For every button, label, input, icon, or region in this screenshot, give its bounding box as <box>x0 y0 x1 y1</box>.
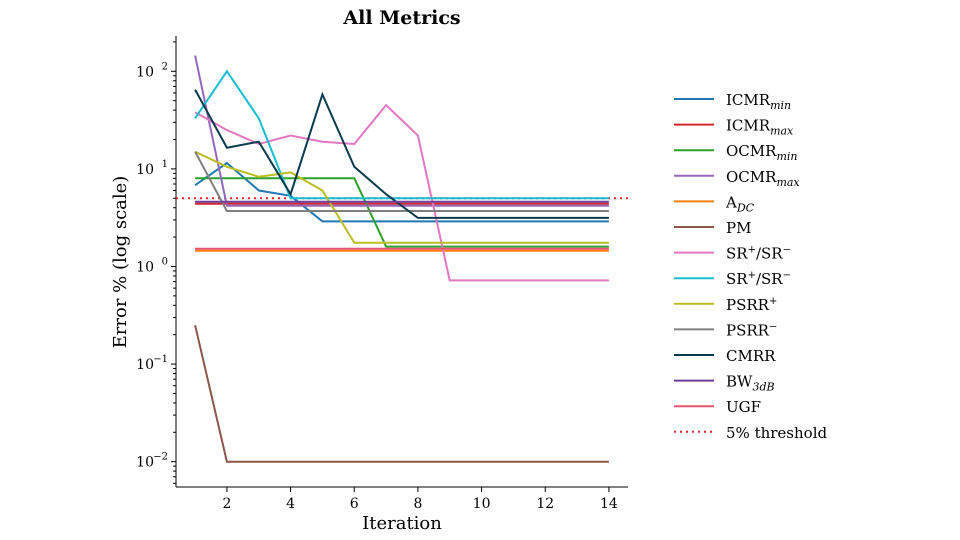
legend-label: 5% threshold <box>726 424 827 442</box>
x-tick-label: 14 <box>600 496 618 512</box>
series-line-8 <box>194 69 609 200</box>
series-line-6 <box>194 324 609 463</box>
x-tick-label: 4 <box>286 496 295 512</box>
series-line-9 <box>194 150 609 244</box>
series-line-7 <box>194 103 609 282</box>
legend-label: ADC <box>725 193 755 214</box>
chart-title: All Metrics <box>342 7 460 29</box>
y-tick-exponent: 0 <box>162 256 168 267</box>
series-line-4 <box>194 55 609 207</box>
legend-label: ICMRmax <box>726 117 794 138</box>
legend-label: PM <box>726 219 751 237</box>
y-tick-label: 10 <box>136 64 154 80</box>
legend-label: SR+/SR− <box>726 245 791 263</box>
x-tick-label: 8 <box>413 496 422 512</box>
legend-label: BW3dB <box>726 373 775 394</box>
x-tick-label: 10 <box>473 496 491 512</box>
legend-label: CMRR <box>726 347 776 365</box>
series-line-3 <box>195 177 609 248</box>
series-line-1 <box>194 161 609 223</box>
legend-label: OCMRmin <box>726 142 797 163</box>
y-tick-label: 10 <box>136 259 154 275</box>
y-tick-label: 10 <box>136 357 154 373</box>
legend-label: ICMRmin <box>726 91 791 112</box>
legend-label: UGF <box>726 398 761 416</box>
x-axis-label: Iteration <box>362 513 442 534</box>
x-tick-label: 2 <box>222 496 231 512</box>
y-tick-label: 10 <box>136 455 154 471</box>
legend-label: PSRR− <box>726 321 777 339</box>
y-tick-label: 10 <box>136 162 154 178</box>
legend-label: OCMRmax <box>726 168 800 189</box>
legend: ICMRmin ICMRmax OCMRmin OCMRmax ADC PM SR+/SR−… <box>674 91 827 442</box>
x-tick-label: 6 <box>350 496 359 512</box>
y-tick-exponent: 1 <box>162 159 168 170</box>
series-line-10 <box>194 151 609 212</box>
legend-label: SR+/SR− <box>726 270 791 288</box>
y-tick-exponent: −1 <box>153 354 168 365</box>
legend-label: PSRR+ <box>726 296 777 314</box>
y-tick-exponent: 2 <box>162 61 168 72</box>
y-axis-label: Error % (log scale) <box>110 176 131 349</box>
y-tick-exponent: −2 <box>153 452 168 463</box>
x-tick-label: 12 <box>536 496 554 512</box>
series-line-11 <box>194 89 609 219</box>
